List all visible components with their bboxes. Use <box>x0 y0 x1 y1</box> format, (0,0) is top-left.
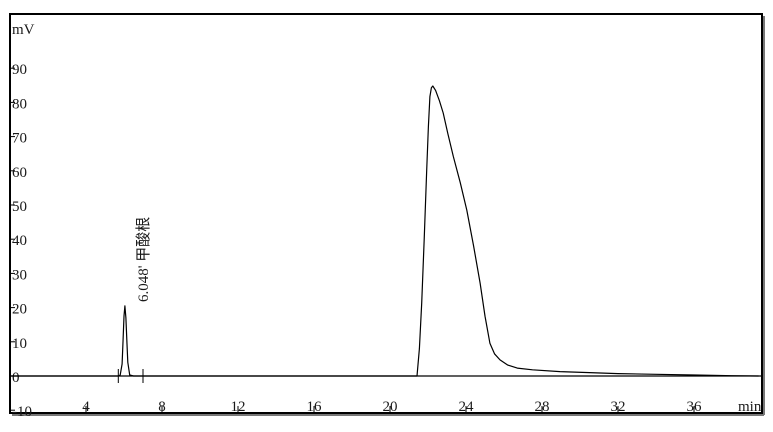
plot-frame <box>9 13 763 414</box>
peak-annotation: 6.048' 甲酸根 <box>135 217 152 302</box>
x-tick-label: 36 <box>687 399 703 415</box>
y-tick-label: 60 <box>12 165 27 181</box>
y-tick-label: 0 <box>12 370 20 386</box>
y-tick-label: 40 <box>12 233 27 249</box>
y-tick-label: 90 <box>12 62 27 78</box>
y-tick-label: 70 <box>12 131 27 147</box>
y-axis-label: mV <box>12 22 35 38</box>
x-tick-label: 4 <box>82 399 90 415</box>
x-tick-label: 20 <box>383 399 398 415</box>
y-tick-label: 80 <box>12 96 27 112</box>
x-axis-label: min <box>738 399 762 415</box>
x-tick-label: 16 <box>307 399 323 415</box>
x-tick-label: 24 <box>459 399 475 415</box>
x-tick-label: 28 <box>535 399 550 415</box>
y-tick-label: 10 <box>12 336 27 352</box>
signal-trace <box>10 85 759 377</box>
y-tick-label: 20 <box>12 302 27 318</box>
x-tick-label: 12 <box>231 399 246 415</box>
y-tick-label: 30 <box>12 267 27 283</box>
y-tick-label: 50 <box>12 199 27 215</box>
x-tick-label: 32 <box>611 399 626 415</box>
x-tick-label: 8 <box>158 399 166 415</box>
y-tick-label: -10 <box>12 404 32 420</box>
